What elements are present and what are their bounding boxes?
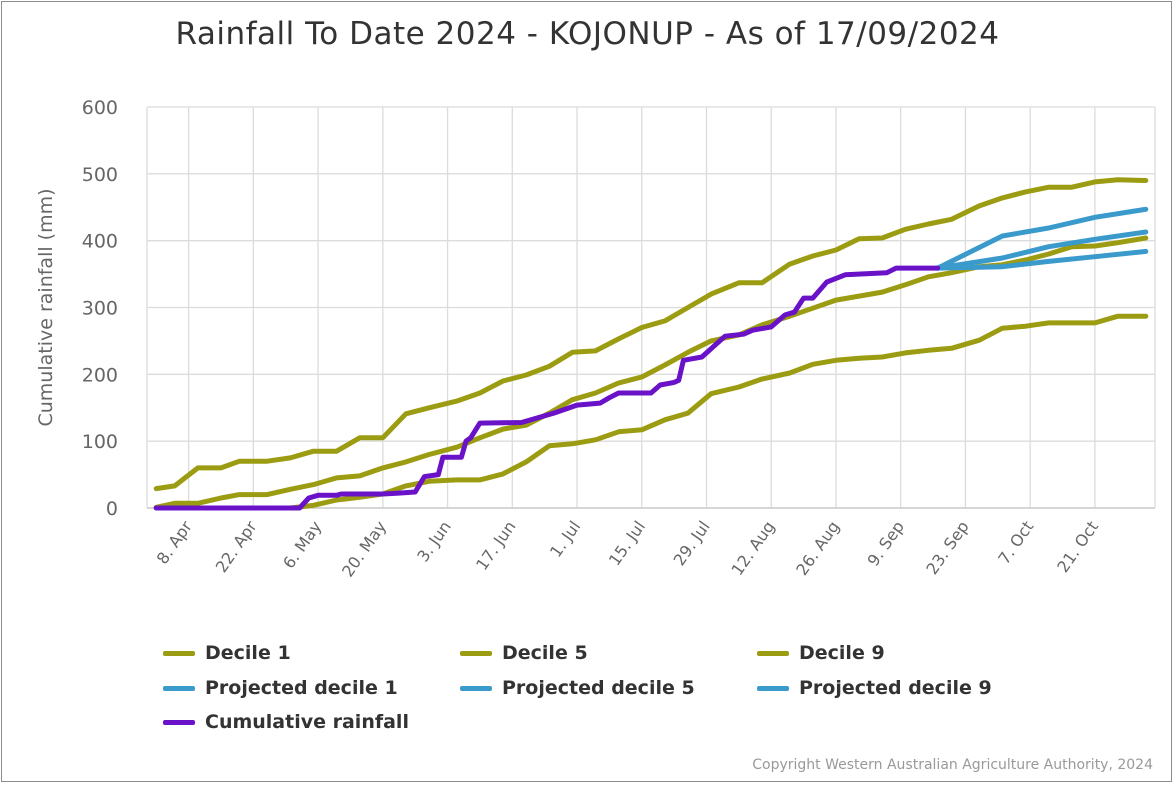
x-tick-label: 15. Jul (605, 517, 649, 569)
legend-swatch (757, 650, 789, 656)
legend-item[interactable]: Decile 5 (460, 642, 588, 664)
x-tick-label: 20. May (338, 517, 390, 580)
legend-item[interactable]: Projected decile 9 (757, 677, 992, 699)
x-tick-label: 3. Jun (413, 517, 455, 565)
chart-title: Rainfall To Date 2024 - KOJONUP - As of … (175, 16, 1000, 52)
legend-item[interactable]: Decile 9 (757, 642, 885, 664)
legend-label: Projected decile 9 (799, 677, 992, 699)
x-tick-label: 21. Oct (1053, 517, 1102, 576)
y-tick-label: 100 (82, 431, 118, 453)
series-line-decile-1 (153, 313, 1149, 511)
y-tick-label: 200 (82, 364, 118, 386)
copyright-text: Copyright Western Australian Agriculture… (752, 757, 1153, 773)
legend-item[interactable]: Projected decile 5 (460, 677, 695, 699)
x-tick-label: 17. Jun (472, 517, 519, 573)
series-line-cumulative-rainfall (153, 265, 941, 511)
y-tick-label: 500 (82, 164, 118, 186)
legend-swatch (163, 685, 195, 691)
y-tick-label: 400 (82, 231, 118, 253)
series-line-decile-9 (153, 177, 1149, 492)
legend-swatch (163, 719, 195, 725)
legend-swatch (757, 685, 789, 691)
y-tick-label: 600 (82, 97, 118, 119)
legend-label: Projected decile 1 (205, 677, 398, 699)
legend-label: Projected decile 5 (502, 677, 695, 699)
legend-swatch (460, 650, 492, 656)
x-tick-label: 22. Apr (212, 517, 261, 576)
legend-item[interactable]: Projected decile 1 (163, 677, 398, 699)
x-tick-label: 1. Jul (546, 517, 584, 560)
x-tick-label: 6. May (279, 517, 325, 572)
x-tick-label: 29. Jul (670, 517, 714, 569)
x-tick-label: 23. Sep (922, 517, 972, 578)
series-line-projected-decile-1 (935, 248, 1149, 271)
legend-swatch (163, 650, 195, 656)
x-tick-label: 7. Oct (994, 517, 1037, 567)
legend-label: Decile 5 (502, 642, 588, 664)
series-line-decile-5 (153, 235, 1149, 510)
series-line-projected-decile-9 (935, 206, 1149, 271)
y-tick-label: 0 (106, 498, 118, 520)
legend-label: Cumulative rainfall (205, 711, 409, 733)
legend-swatch (460, 685, 492, 691)
y-axis-title: Cumulative rainfall (mm) (35, 188, 57, 426)
legend-label: Decile 9 (799, 642, 885, 664)
legend-label: Decile 1 (205, 642, 291, 664)
x-tick-label: 26. Aug (792, 517, 843, 579)
y-tick-label: 300 (82, 298, 118, 320)
x-tick-label: 12. Aug (727, 517, 778, 579)
x-tick-label: 8. Apr (153, 517, 196, 568)
legend-item[interactable]: Decile 1 (163, 642, 291, 664)
x-tick-label: 9. Sep (863, 517, 908, 569)
series-line-projected-decile-5 (935, 229, 1149, 271)
legend-item[interactable]: Cumulative rainfall (163, 711, 409, 733)
